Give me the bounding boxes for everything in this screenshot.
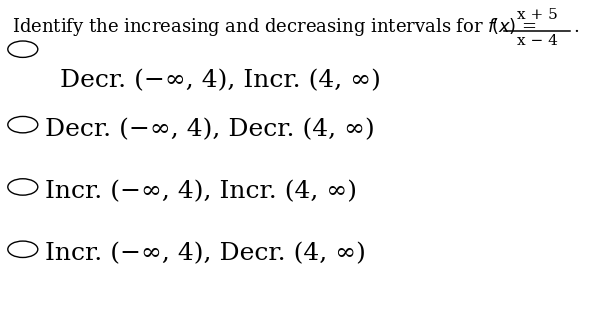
Text: Incr. (−∞, 4), Incr. (4, ∞): Incr. (−∞, 4), Incr. (4, ∞) [45, 180, 357, 203]
Text: Incr. (−∞, 4), Decr. (4, ∞): Incr. (−∞, 4), Decr. (4, ∞) [45, 243, 366, 266]
Text: Decr. (−∞, 4), Decr. (4, ∞): Decr. (−∞, 4), Decr. (4, ∞) [45, 118, 375, 141]
Text: Identify the increasing and decreasing intervals for $f\!\left(x\right)$ =: Identify the increasing and decreasing i… [12, 16, 537, 38]
Text: x − 4: x − 4 [517, 34, 557, 49]
Text: Decr. (−∞, 4), Incr. (4, ∞): Decr. (−∞, 4), Incr. (4, ∞) [60, 69, 381, 92]
Text: .: . [573, 18, 579, 36]
Text: x + 5: x + 5 [517, 8, 557, 22]
